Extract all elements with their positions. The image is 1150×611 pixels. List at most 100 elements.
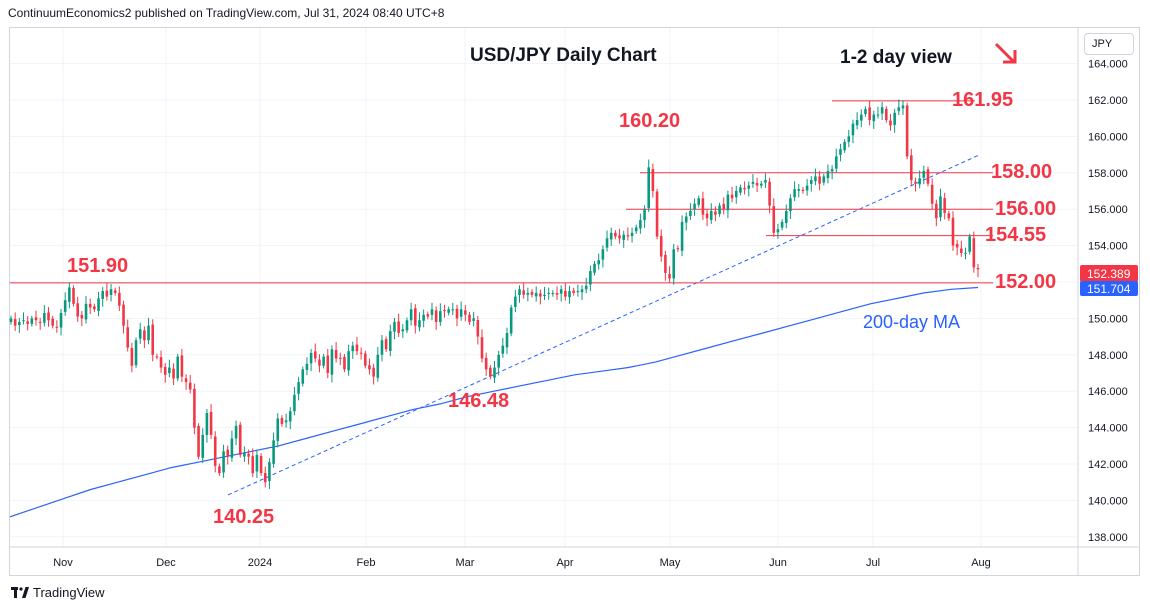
candle-body: [389, 331, 392, 351]
candle-body: [18, 322, 21, 326]
candle-body: [705, 213, 709, 219]
candle-body: [418, 320, 421, 328]
candle-body: [851, 123, 855, 136]
ma-price-tag: [1080, 281, 1138, 296]
candle-body: [972, 238, 976, 268]
candle-body: [547, 292, 550, 294]
candle-body: [885, 108, 888, 121]
candle-body: [72, 288, 75, 304]
candle-body: [318, 359, 321, 366]
candle-body: [351, 345, 355, 352]
candle-body: [651, 168, 655, 191]
x-tick-label: Dec: [156, 557, 176, 569]
candle-body: [897, 107, 901, 112]
candle-body: [534, 292, 538, 297]
candle-body: [780, 221, 784, 228]
candle-body: [168, 367, 171, 374]
candle-body: [143, 330, 146, 341]
candle-body: [76, 303, 79, 317]
candle-body: [68, 287, 71, 302]
candle-body: [926, 169, 930, 184]
candle-body: [259, 455, 263, 474]
candle-body: [872, 114, 876, 122]
candle-body: [434, 310, 438, 323]
candle-body: [539, 293, 542, 297]
candle-body: [818, 176, 821, 184]
candle-body: [914, 181, 917, 184]
candle-body: [893, 112, 896, 125]
candle-body: [122, 304, 125, 326]
level-label: 158.00: [991, 161, 1052, 183]
candle-body: [288, 411, 292, 422]
last-price-tag: [1080, 265, 1138, 282]
y-tick-label: 156.000: [1088, 204, 1128, 216]
candle-body: [634, 227, 638, 232]
candle-body: [459, 309, 463, 317]
candle-body: [126, 327, 129, 348]
candle-body: [889, 120, 892, 126]
candle-body: [680, 221, 684, 251]
tradingview-logo-icon: [11, 587, 29, 598]
candle-body: [576, 291, 580, 293]
candle-body: [797, 189, 801, 191]
candle-body: [609, 232, 613, 240]
candle-body: [518, 289, 521, 295]
chart-title: USD/JPY Daily Chart: [470, 45, 657, 66]
candle-body: [443, 310, 446, 312]
x-tick-label: May: [660, 557, 681, 569]
candle-body: [955, 243, 959, 248]
y-tick-label: 150.000: [1088, 313, 1128, 325]
candle-body: [276, 418, 280, 441]
x-tick-label: Aug: [971, 557, 991, 569]
candle-body: [105, 290, 109, 297]
x-tick-label: Feb: [357, 557, 376, 569]
candle-body: [814, 176, 817, 182]
candle-body: [855, 120, 859, 126]
tradingview-branding: TradingView: [11, 585, 105, 600]
candle-body: [226, 449, 230, 457]
candle-body: [405, 320, 409, 331]
candle-body: [722, 203, 726, 210]
candle-body: [209, 411, 213, 435]
candle-body: [251, 456, 255, 474]
candle-body: [584, 285, 588, 290]
candle-body: [739, 187, 742, 193]
candle-body: [572, 290, 575, 293]
candle-body: [822, 176, 826, 183]
candle-body: [843, 141, 846, 151]
x-tick-label: Jul: [866, 557, 880, 569]
candle-body: [184, 378, 188, 383]
candle-body: [347, 351, 350, 371]
candle-body: [772, 206, 776, 233]
candle-body: [138, 329, 142, 339]
candle-body: [718, 205, 721, 215]
candle-body: [359, 352, 363, 354]
x-tick-label: Apr: [556, 557, 573, 569]
candle-body: [947, 213, 951, 219]
currency-selector[interactable]: JPY: [1084, 33, 1134, 55]
candle-body: [968, 236, 971, 252]
candle-body: [113, 290, 117, 293]
candle-body: [593, 263, 596, 273]
publish-attribution: ContinuumEconomics2 published on Trading…: [8, 6, 445, 20]
candle-body: [376, 354, 380, 378]
candle-body: [22, 320, 25, 322]
y-tick-label: 162.000: [1088, 95, 1128, 107]
candle-body: [659, 235, 663, 257]
candle-body: [847, 136, 851, 142]
candle-body: [784, 211, 788, 224]
candle-body: [930, 184, 934, 204]
candle-body: [522, 290, 525, 295]
candle-body: [147, 325, 150, 341]
candle-body: [414, 308, 417, 326]
candle-body: [809, 180, 813, 184]
candle-body: [334, 349, 338, 359]
candle-body: [714, 211, 717, 215]
candle-body: [193, 388, 196, 428]
candle-body: [730, 194, 734, 199]
candle-body: [368, 365, 371, 370]
candle-body: [213, 436, 217, 466]
candle-body: [789, 198, 792, 212]
candle-body: [830, 169, 834, 172]
